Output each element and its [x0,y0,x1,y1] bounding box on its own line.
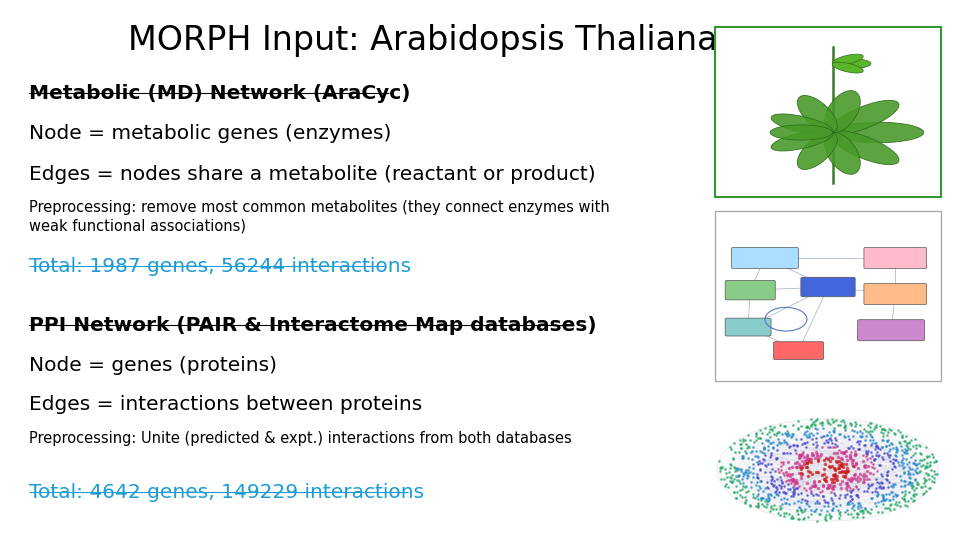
Text: Node = metabolic genes (enzymes): Node = metabolic genes (enzymes) [29,124,391,143]
Ellipse shape [832,122,924,143]
Text: Edges = nodes share a metabolite (reactant or product): Edges = nodes share a metabolite (reacta… [29,165,595,184]
Ellipse shape [771,114,833,135]
Text: Nucleotide
Metabolism: Nucleotide Metabolism [734,285,766,295]
Text: Total: 1987 genes, 56244 interactions: Total: 1987 genes, 56244 interactions [29,256,411,275]
FancyBboxPatch shape [732,247,799,268]
FancyBboxPatch shape [857,320,924,341]
Text: Lipid
Metabolism: Lipid Metabolism [879,289,911,300]
Text: Metabolic (MD) Network (AraCyc): Metabolic (MD) Network (AraCyc) [29,84,410,103]
Text: Total: 4642 genes, 149229 interactions: Total: 4642 genes, 149229 interactions [29,483,424,502]
Ellipse shape [832,54,863,65]
Ellipse shape [771,130,833,151]
FancyBboxPatch shape [725,318,771,336]
Ellipse shape [797,132,837,170]
FancyBboxPatch shape [864,284,926,305]
Ellipse shape [832,59,871,69]
Text: Preprocessing: remove most common metabolites (they connect enzymes with
weak fu: Preprocessing: remove most common metabo… [29,200,610,233]
FancyBboxPatch shape [725,280,776,300]
Text: Edges = interactions between proteins: Edges = interactions between proteins [29,395,422,414]
Ellipse shape [797,96,837,133]
Ellipse shape [717,418,938,521]
Text: MORPH Input: Arabidopsis Thaliana: MORPH Input: Arabidopsis Thaliana [128,24,717,57]
Text: PPI Network (PAIR & Interactome Map databases): PPI Network (PAIR & Interactome Map data… [29,316,596,335]
Ellipse shape [825,91,860,133]
Text: Preprocessing: Unite (predicted & expt.) interactions from both databases: Preprocessing: Unite (predicted & expt.)… [29,431,571,446]
FancyBboxPatch shape [801,277,855,297]
Text: Node = genes (proteins): Node = genes (proteins) [29,356,276,375]
Text: METABOLIC PATHWAYS: METABOLIC PATHWAYS [788,228,868,233]
Text: Sugar
Metabolism: Sugar Metabolism [732,322,764,333]
Text: Fatty Acid
Synthesis: Fatty Acid Synthesis [784,345,812,356]
Ellipse shape [830,100,899,134]
Ellipse shape [825,132,860,174]
Ellipse shape [830,131,899,165]
FancyBboxPatch shape [864,247,926,268]
Text: Degradation
Pathways: Degradation Pathways [878,253,912,264]
Ellipse shape [770,125,832,140]
Bar [715,211,941,381]
Text: Biosynthesis of
Amino Acids: Biosynthesis of Amino Acids [744,253,786,264]
FancyBboxPatch shape [774,342,824,360]
Text: Secondary
Metabolism: Secondary Metabolism [875,325,907,336]
Bar [715,27,941,197]
Text: TCA
Cycle: TCA Cycle [821,281,835,292]
Ellipse shape [832,62,863,73]
